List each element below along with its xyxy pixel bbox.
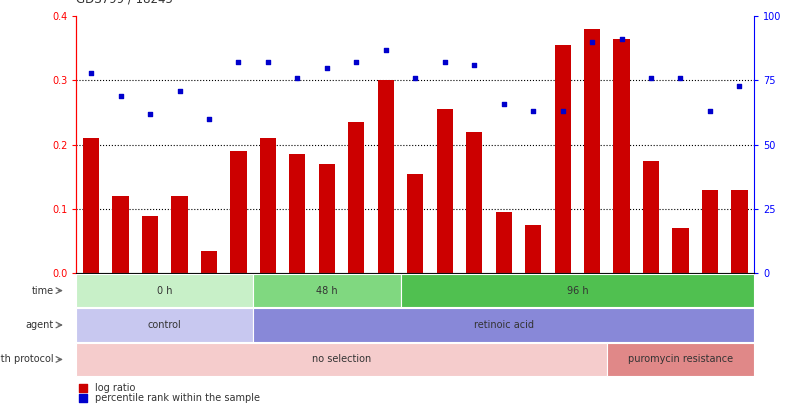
- Point: [320, 64, 333, 71]
- Point: [556, 108, 569, 115]
- Point: [114, 93, 127, 99]
- Text: growth protocol: growth protocol: [0, 354, 54, 364]
- Text: GDS799 / 18245: GDS799 / 18245: [76, 0, 173, 6]
- Text: agent: agent: [26, 320, 54, 330]
- Bar: [253, 274, 400, 307]
- Point: [585, 39, 597, 45]
- Point: [526, 108, 539, 115]
- Bar: [377, 81, 393, 273]
- Bar: [253, 309, 753, 341]
- Point: [438, 59, 450, 66]
- Bar: [671, 228, 687, 273]
- Bar: [201, 251, 217, 273]
- Point: [379, 47, 392, 53]
- Point: [467, 62, 480, 68]
- Bar: [289, 154, 305, 273]
- Bar: [466, 132, 482, 273]
- Text: 0 h: 0 h: [157, 286, 173, 296]
- Bar: [76, 309, 253, 341]
- Text: retinoic acid: retinoic acid: [473, 320, 533, 330]
- Text: puromycin resistance: puromycin resistance: [627, 354, 732, 364]
- Point: [408, 75, 421, 81]
- Text: 48 h: 48 h: [316, 286, 337, 296]
- Bar: [606, 343, 753, 376]
- Bar: [400, 274, 753, 307]
- Point: [732, 82, 745, 89]
- Bar: [406, 174, 423, 273]
- Point: [84, 70, 97, 76]
- Text: 96 h: 96 h: [566, 286, 588, 296]
- Bar: [583, 29, 599, 273]
- Bar: [436, 109, 452, 273]
- Bar: [701, 190, 717, 273]
- Point: [644, 75, 657, 81]
- Bar: [76, 343, 606, 376]
- Point: [173, 87, 185, 94]
- Bar: [76, 274, 253, 307]
- Point: [76, 385, 89, 392]
- Point: [349, 59, 362, 66]
- Point: [261, 59, 274, 66]
- Bar: [731, 190, 747, 273]
- Bar: [524, 225, 540, 273]
- Point: [144, 111, 157, 117]
- Bar: [642, 161, 658, 273]
- Text: time: time: [31, 286, 54, 296]
- Text: log ratio: log ratio: [96, 384, 136, 393]
- Point: [232, 59, 245, 66]
- Text: percentile rank within the sample: percentile rank within the sample: [96, 393, 260, 403]
- Point: [76, 395, 89, 401]
- Point: [496, 100, 509, 107]
- Text: no selection: no selection: [312, 354, 371, 364]
- Point: [703, 108, 715, 115]
- Bar: [348, 122, 364, 273]
- Point: [291, 75, 304, 81]
- Bar: [259, 139, 275, 273]
- Point: [673, 75, 686, 81]
- Bar: [171, 196, 187, 273]
- Bar: [554, 45, 570, 273]
- Bar: [318, 164, 335, 273]
- Text: control: control: [148, 320, 181, 330]
- Bar: [495, 212, 512, 273]
- Point: [614, 36, 627, 43]
- Point: [202, 116, 215, 122]
- Bar: [613, 39, 629, 273]
- Bar: [83, 139, 99, 273]
- Bar: [230, 151, 247, 273]
- Bar: [142, 215, 158, 273]
- Bar: [112, 196, 128, 273]
